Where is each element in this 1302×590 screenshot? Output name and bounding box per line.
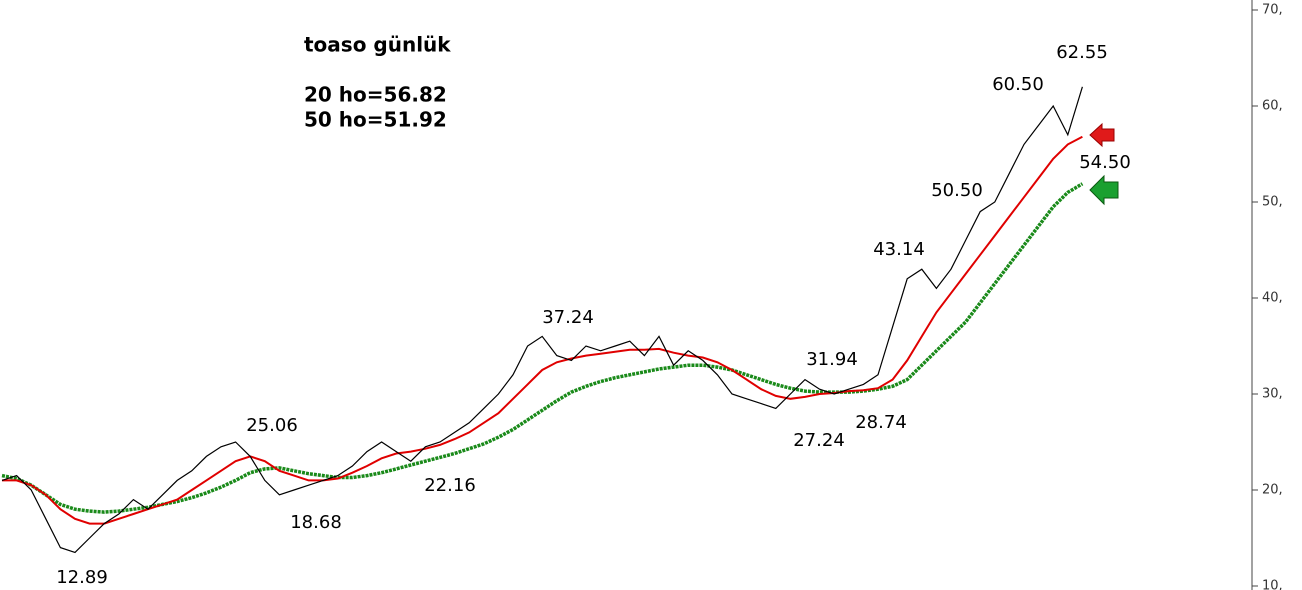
red-arrow [1089,122,1115,148]
annotation: 27.24 [793,430,845,451]
annotation: 62.55 [1056,42,1108,63]
y-tick-label: 70, [1262,3,1283,18]
y-tick-label: 40, [1262,291,1283,306]
annotation: 37.24 [542,307,594,328]
annotation: 54.50 [1079,152,1131,173]
annotation: 22.16 [424,475,476,496]
annotation: 28.74 [855,412,907,433]
y-tick-label: 60, [1262,99,1283,114]
note: 50 ho=51.92 [304,108,447,132]
annotation: 18.68 [290,512,342,533]
y-tick-label: 50, [1262,195,1283,210]
series-line [2,135,1083,525]
y-tick-label: 30, [1262,387,1283,402]
green-arrow [1089,174,1119,206]
annotation: 50.50 [931,180,983,201]
chart-title: toaso günlük [304,33,451,57]
note: 20 ho=56.82 [304,83,447,107]
y-tick-label: 10, [1262,579,1283,590]
annotation: 25.06 [246,415,298,436]
series-line [1,86,1083,554]
annotation: 31.94 [806,349,858,370]
series-line [1,182,1084,514]
annotation: 12.89 [56,567,108,588]
annotation: 43.14 [873,239,925,260]
annotation: 60.50 [992,74,1044,95]
y-tick-label: 20, [1262,483,1283,498]
